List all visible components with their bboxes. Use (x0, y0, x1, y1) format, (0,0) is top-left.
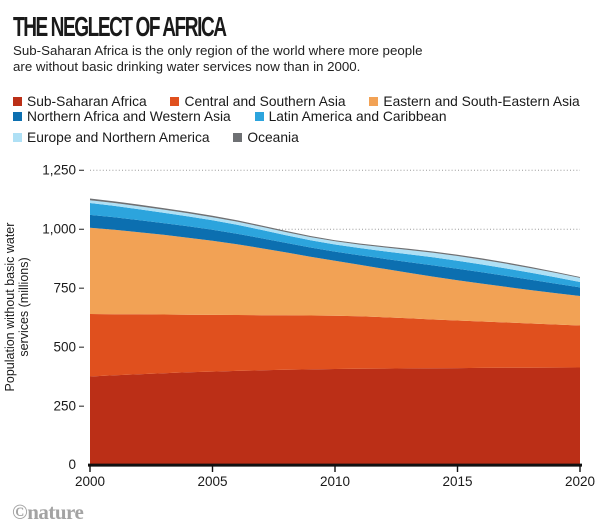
svg-text:2015: 2015 (442, 474, 472, 489)
svg-text:2010: 2010 (320, 474, 350, 489)
svg-text:0: 0 (68, 457, 76, 472)
svg-text:2005: 2005 (197, 474, 227, 489)
svg-text:1,250: 1,250 (42, 163, 76, 178)
svg-text:500: 500 (53, 340, 76, 355)
svg-text:2020: 2020 (565, 474, 595, 489)
svg-text:2000: 2000 (75, 474, 105, 489)
svg-text:1,000: 1,000 (42, 222, 76, 237)
svg-text:750: 750 (53, 281, 76, 296)
svg-text:250: 250 (53, 399, 76, 414)
